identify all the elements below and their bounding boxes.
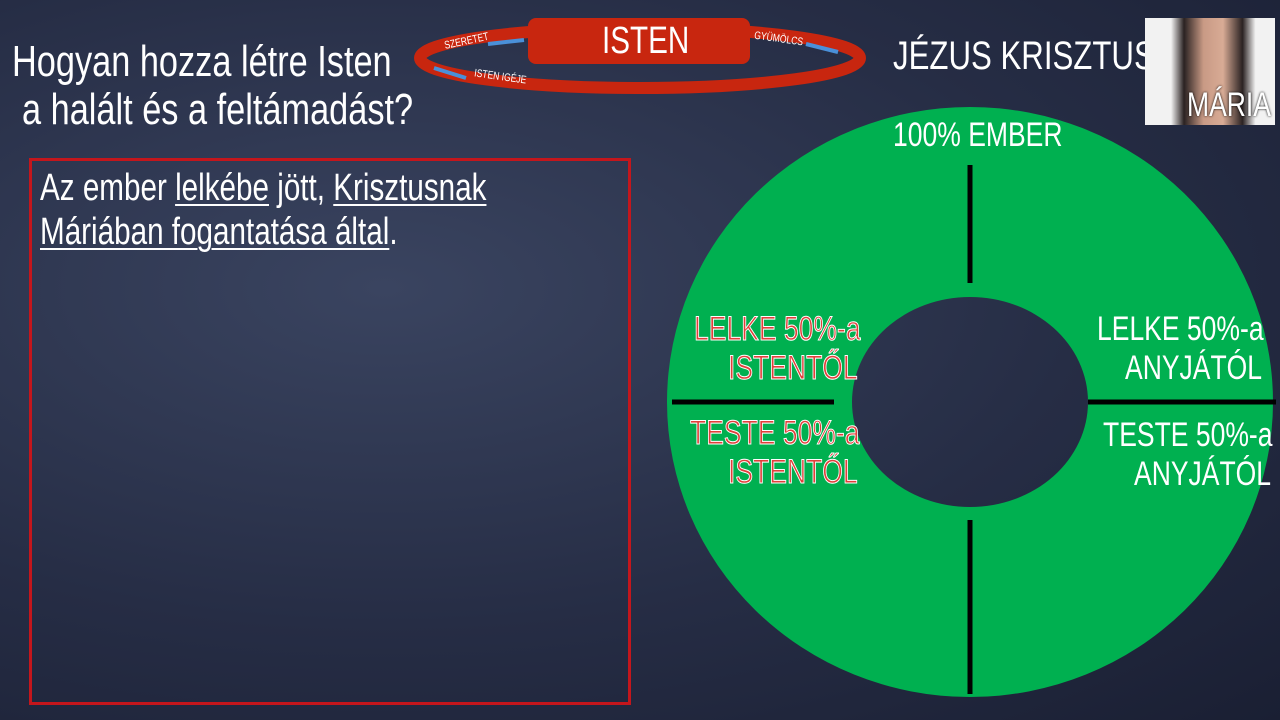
- label-teste-anyjatol: TESTE 50%-a ANYJÁTÓL: [1103, 416, 1273, 493]
- donut-dividers: [672, 165, 1276, 694]
- underlined-krisztusnak: Krisztusnak: [333, 167, 487, 209]
- arrow-left-icon: [805, 42, 839, 54]
- diagram-heading: JÉZUS KRISZTUS: [893, 34, 1155, 78]
- body-text: Az ember lelkébe jött, Krisztusnak Máriá…: [40, 167, 487, 253]
- label-lelke-anyjatol: LELKE 50%-a ANYJÁTÓL: [1097, 310, 1264, 387]
- label-lelke-istentol: LELKE 50%-a ISTENTŐL: [694, 310, 861, 388]
- cycle-ring: [414, 18, 866, 94]
- arrow-left-icon: [487, 38, 525, 46]
- label-100-ember: 100% EMBER: [893, 116, 1063, 154]
- donut-ring: [667, 107, 1273, 697]
- title-line-1: Hogyan hozza létre Isten: [12, 37, 392, 86]
- arrow-right-icon: [433, 66, 467, 80]
- photo-caption: MÁRIA: [1187, 86, 1271, 124]
- page-title: Hogyan hozza létre Isten a halált és a f…: [12, 38, 523, 134]
- content-box: [29, 158, 631, 705]
- label-teste-istentol: TESTE 50%-a ISTENTŐL: [690, 414, 860, 492]
- underlined-fogantatasa: Máriában fogantatása által: [40, 211, 390, 253]
- underlined-lelkebe: lelkébe: [175, 167, 270, 209]
- maria-photo: [1145, 18, 1275, 125]
- title-line-2: a halált és a feltámadást?: [22, 85, 414, 134]
- cycle-center-label: ISTEN: [602, 20, 690, 62]
